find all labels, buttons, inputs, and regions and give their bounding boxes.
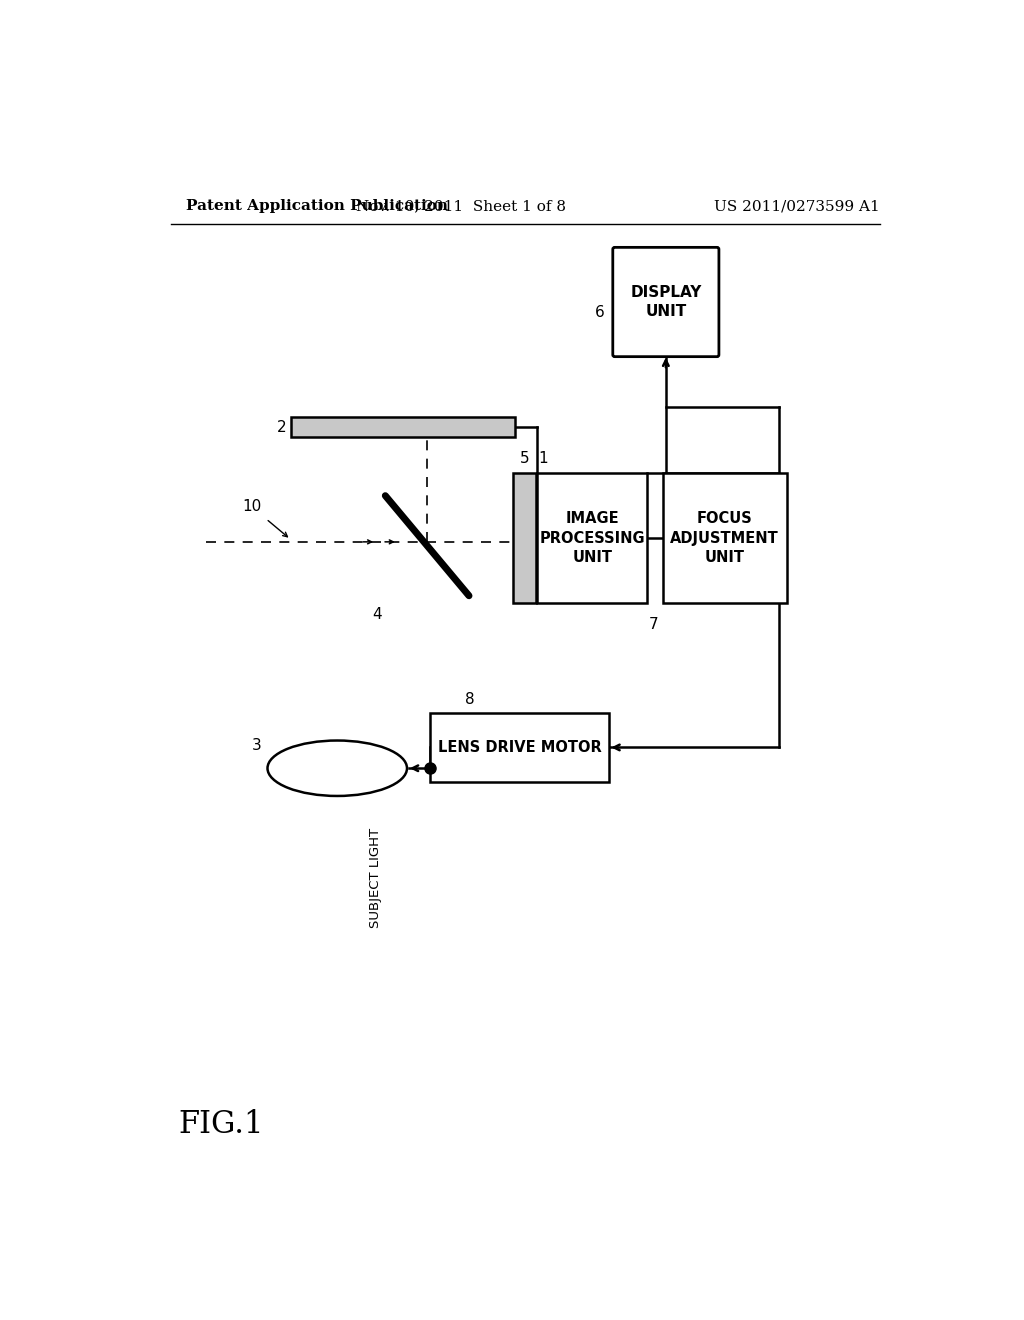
Text: SUBJECT LIGHT: SUBJECT LIGHT <box>370 829 383 928</box>
Text: 1: 1 <box>539 451 549 466</box>
Text: US 2011/0273599 A1: US 2011/0273599 A1 <box>714 199 880 213</box>
Text: DISPLAY
UNIT: DISPLAY UNIT <box>630 285 701 319</box>
Text: FOCUS
ADJUSTMENT
UNIT: FOCUS ADJUSTMENT UNIT <box>671 511 779 565</box>
Ellipse shape <box>267 741 407 796</box>
Text: IMAGE
PROCESSING
UNIT: IMAGE PROCESSING UNIT <box>540 511 645 565</box>
Text: 8: 8 <box>465 692 475 706</box>
Bar <box>291 417 515 437</box>
Text: Nov. 10, 2011  Sheet 1 of 8: Nov. 10, 2011 Sheet 1 of 8 <box>356 199 566 213</box>
Text: 3: 3 <box>252 738 261 752</box>
Bar <box>538 473 647 603</box>
Text: 7: 7 <box>649 618 658 632</box>
FancyBboxPatch shape <box>612 247 719 356</box>
Text: LENS DRIVE MOTOR: LENS DRIVE MOTOR <box>437 741 601 755</box>
Text: 2: 2 <box>278 420 287 434</box>
Text: 4: 4 <box>372 607 381 622</box>
Bar <box>513 473 536 603</box>
Text: 6: 6 <box>595 305 604 319</box>
Text: 5: 5 <box>519 451 529 466</box>
Text: Patent Application Publication: Patent Application Publication <box>186 199 449 213</box>
Bar <box>663 473 786 603</box>
Text: FIG.1: FIG.1 <box>178 1109 264 1140</box>
Text: 10: 10 <box>243 499 262 513</box>
Bar <box>430 713 608 781</box>
